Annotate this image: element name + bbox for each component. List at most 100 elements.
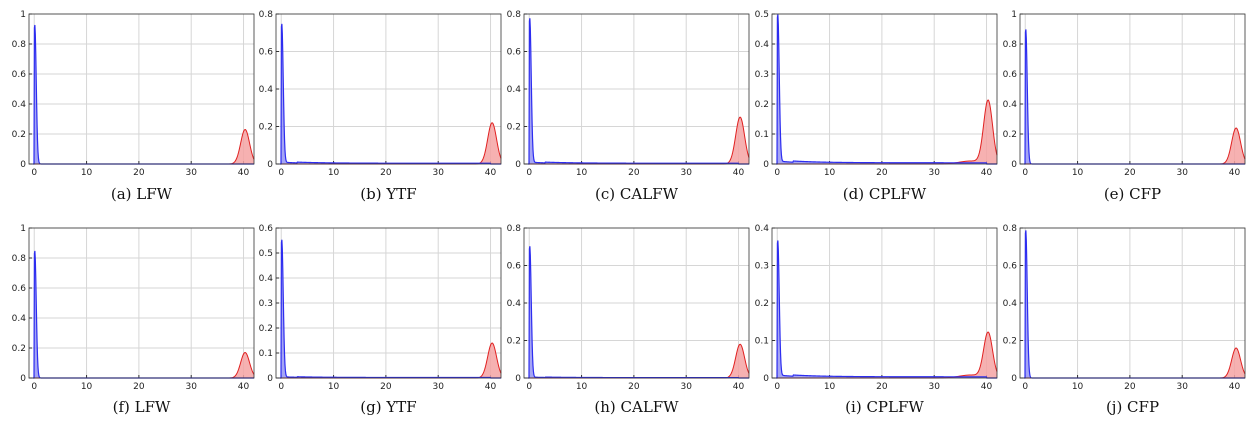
x-tick-label: 40 — [981, 168, 993, 178]
axes-box — [771, 13, 998, 165]
x-tick-label: 0 — [1022, 168, 1028, 178]
y-tick-label: 0 — [20, 160, 26, 170]
y-tick-label: 0.8 — [12, 254, 27, 264]
y-tick-label: 0.8 — [12, 40, 27, 50]
x-tick-label: 10 — [576, 168, 588, 178]
y-tick-label: 1 — [1011, 10, 1017, 20]
blue-line — [279, 239, 501, 379]
x-tick-label: 30 — [1176, 168, 1188, 178]
y-tick-label: 0.6 — [507, 262, 522, 272]
subplot-4: 0 10 20 30 40 0 0.2 0.4 0.6 0.8 1 (e) CFP — [1003, 10, 1246, 203]
x-tick-label: 10 — [824, 382, 836, 392]
x-tick-label: 30 — [928, 382, 940, 392]
x-tick-label: 30 — [680, 382, 692, 392]
x-tick-label: 30 — [432, 382, 444, 392]
subplot-caption: (g) YTF — [360, 398, 416, 416]
y-tick-label: 0.8 — [507, 224, 522, 234]
y-tick-label: 0.2 — [507, 337, 521, 347]
y-tick-label: 0.3 — [755, 262, 769, 272]
y-tick-label: 0.6 — [12, 284, 27, 294]
y-tick-label: 0.6 — [259, 48, 274, 58]
axes-box — [1019, 227, 1246, 379]
x-tick-label: 0 — [278, 168, 284, 178]
x-tick-label: 20 — [1124, 382, 1136, 392]
x-tick-label: 10 — [1072, 168, 1084, 178]
subplot-7: 0 10 20 30 40 0 0.2 0.4 0.6 0.8 (h) CALFW — [507, 224, 750, 416]
subplot-caption: (i) CPLFW — [845, 398, 924, 416]
x-tick-label: 20 — [1124, 168, 1136, 178]
x-tick-label: 30 — [928, 168, 940, 178]
x-tick-label: 40 — [1229, 382, 1241, 392]
subplot-5: 0 10 20 30 40 0 0.2 0.4 0.6 0.8 1 (f) LFW — [12, 224, 255, 416]
y-tick-label: 0 — [1011, 374, 1017, 384]
y-tick-label: 0 — [1011, 160, 1017, 170]
x-tick-label: 0 — [31, 382, 37, 392]
x-tick-label: 0 — [526, 382, 532, 392]
x-tick-label: 20 — [133, 168, 145, 178]
subplot-8: 0 10 20 30 40 0 0.1 0.2 0.3 0.4 (i) CPLFW — [755, 224, 998, 416]
y-tick-label: 0.1 — [259, 349, 273, 359]
y-tick-label: 0.4 — [12, 314, 27, 324]
x-tick-label: 10 — [824, 168, 836, 178]
y-tick-label: 0.6 — [1003, 70, 1018, 80]
x-tick-label: 40 — [238, 168, 250, 178]
subplot-3: 0 10 20 30 40 0 0.1 0.2 0.3 0.4 0.5 (d) CPLFW — [755, 10, 998, 203]
x-tick-label: 40 — [238, 382, 250, 392]
y-tick-label: 0.5 — [755, 10, 769, 20]
y-tick-label: 0.4 — [755, 40, 770, 50]
y-tick-label: 0.4 — [507, 85, 522, 95]
x-tick-label: 10 — [81, 382, 93, 392]
x-tick-label: 0 — [278, 382, 284, 392]
y-tick-label: 0.4 — [259, 85, 274, 95]
axes-box — [28, 227, 255, 379]
x-tick-label: 10 — [1072, 382, 1084, 392]
axes-box — [523, 13, 750, 165]
y-tick-label: 0.2 — [755, 299, 769, 309]
subplot-1: 0 10 20 30 40 0 0.2 0.4 0.6 0.8 (b) YTF — [259, 10, 502, 203]
y-tick-label: 0.2 — [507, 123, 521, 133]
x-tick-label: 10 — [328, 168, 340, 178]
y-tick-label: 0 — [267, 374, 273, 384]
x-tick-label: 20 — [133, 382, 145, 392]
y-tick-label: 0.1 — [755, 337, 769, 347]
y-tick-label: 0.2 — [259, 324, 273, 334]
x-tick-label: 30 — [185, 168, 197, 178]
x-tick-label: 40 — [1229, 168, 1241, 178]
x-tick-label: 20 — [628, 168, 640, 178]
y-tick-label: 0.8 — [1003, 224, 1018, 234]
axes-box — [771, 227, 998, 379]
y-tick-label: 0.2 — [1003, 337, 1017, 347]
x-tick-label: 0 — [774, 382, 780, 392]
x-tick-label: 40 — [981, 382, 993, 392]
axes-box — [28, 13, 255, 165]
y-tick-label: 0.6 — [507, 48, 522, 58]
y-tick-label: 0.4 — [259, 274, 274, 284]
subplot-caption: (e) CFP — [1104, 185, 1161, 203]
y-tick-label: 0.8 — [507, 10, 522, 20]
x-tick-label: 10 — [576, 382, 588, 392]
subplot-0: 0 10 20 30 40 0 0.2 0.4 0.6 0.8 1 (a) LFW — [12, 10, 255, 203]
y-tick-label: 0.2 — [755, 100, 769, 110]
y-tick-label: 0 — [267, 160, 273, 170]
plot-area — [29, 14, 254, 164]
blue-line — [527, 18, 749, 165]
x-tick-label: 20 — [876, 168, 888, 178]
y-tick-label: 0.3 — [259, 299, 273, 309]
subplot-caption: (a) LFW — [111, 185, 173, 203]
y-tick-label: 0.6 — [259, 224, 274, 234]
x-tick-label: 0 — [774, 168, 780, 178]
x-tick-label: 30 — [1176, 382, 1188, 392]
subplot-caption: (d) CPLFW — [843, 185, 927, 203]
blue-line — [775, 240, 997, 379]
x-tick-label: 40 — [733, 168, 745, 178]
subplot-9: 0 10 20 30 40 0 0.2 0.4 0.6 0.8 (j) CFP — [1003, 224, 1246, 416]
y-tick-label: 0.2 — [1003, 130, 1017, 140]
x-tick-label: 10 — [81, 168, 93, 178]
x-tick-label: 30 — [185, 382, 197, 392]
subplot-caption: (c) CALFW — [595, 185, 679, 203]
subplot-caption: (j) CFP — [1106, 398, 1159, 416]
y-tick-label: 0 — [515, 374, 521, 384]
x-tick-label: 30 — [432, 168, 444, 178]
y-tick-label: 0.8 — [1003, 40, 1018, 50]
